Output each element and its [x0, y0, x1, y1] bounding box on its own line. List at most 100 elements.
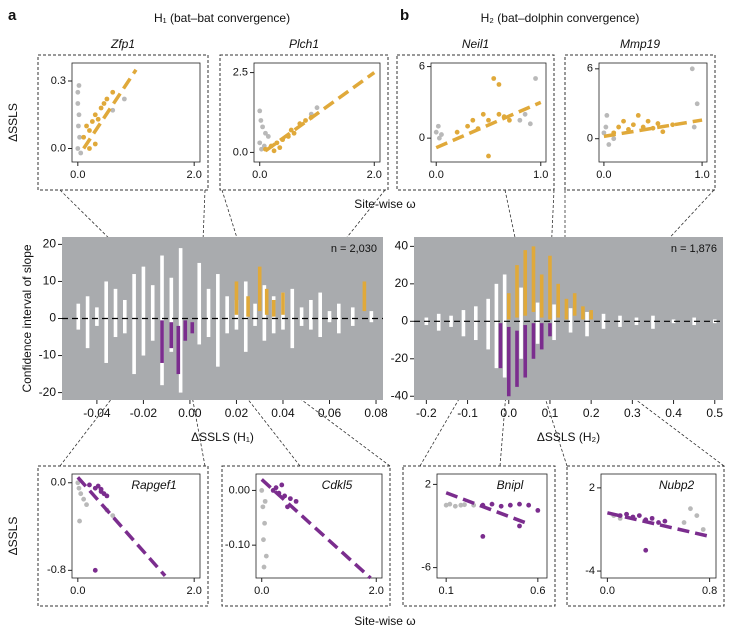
x-tick-label: 0.0 [596, 169, 611, 181]
point [527, 121, 533, 127]
point [261, 564, 267, 570]
fit-line [260, 478, 372, 580]
panel-frame [566, 465, 725, 607]
point [101, 101, 107, 106]
interval-bar [104, 281, 108, 363]
interval-bar [123, 299, 127, 334]
point [447, 501, 453, 507]
point [655, 121, 661, 126]
x-tick-label: 0.00 [178, 406, 202, 420]
point [662, 518, 668, 524]
point [76, 112, 82, 118]
point [601, 130, 607, 136]
interval-bar [309, 299, 313, 330]
point [507, 502, 513, 508]
point [84, 123, 89, 129]
chart-title: Cdkl5 [322, 478, 353, 492]
point [75, 89, 81, 95]
point [77, 134, 82, 140]
interval-bar [253, 303, 257, 326]
y-tick-label: 0.3 [51, 75, 66, 87]
y-tick-label: 0 [587, 133, 593, 145]
interval-bar [486, 298, 490, 350]
chart-title: Rapgef1 [131, 478, 176, 492]
point [110, 107, 116, 113]
point [261, 537, 266, 543]
plot-area [71, 473, 201, 579]
plot-area [430, 62, 547, 163]
y-tick-label: -6 [421, 562, 431, 574]
y-tick-label: -40 [391, 388, 409, 402]
interval-bar [150, 285, 155, 341]
interval-bar [581, 306, 585, 320]
annotation: n = 2,030 [331, 243, 377, 255]
y-tick-label: 40 [395, 239, 409, 253]
interval-bar [531, 323, 536, 359]
interval-bar [281, 292, 285, 315]
chart-title: Mmp19 [620, 37, 660, 51]
point [533, 76, 538, 81]
interval-bar [318, 292, 322, 338]
interval-bar [141, 266, 146, 356]
interval-bar [169, 277, 174, 352]
interval-bar [176, 325, 181, 375]
point [522, 111, 528, 117]
interval-bar [585, 311, 589, 337]
interval-bar [535, 302, 540, 344]
y-tick-label: 0.00 [229, 484, 250, 496]
point [303, 118, 308, 123]
point [496, 111, 502, 117]
y-tick-label: -0.8 [47, 564, 66, 576]
point [535, 508, 541, 513]
point [98, 105, 104, 111]
point [480, 111, 486, 117]
point [606, 142, 612, 147]
x-tick-label: 0.0 [254, 585, 269, 597]
point [110, 513, 116, 518]
x-tick-label: 0.02 [225, 406, 249, 420]
point [265, 134, 271, 139]
plot-background [414, 237, 723, 400]
point [121, 96, 127, 102]
y-tick-label: 2 [425, 478, 431, 490]
point [694, 101, 700, 107]
point [643, 547, 649, 553]
interval-bar [225, 296, 229, 334]
x-tick-label: -0.2 [416, 406, 437, 420]
point [92, 112, 98, 118]
point [260, 504, 266, 510]
point [274, 140, 280, 146]
y-tick-label: 0 [419, 132, 425, 144]
interval-bar [337, 303, 341, 334]
point [262, 520, 267, 526]
y-tick-label: 0 [49, 311, 56, 325]
point [78, 491, 84, 497]
point [257, 140, 263, 146]
y-tick-label: 0 [401, 313, 408, 327]
x-tick-label: 0.0 [500, 406, 517, 420]
point [95, 483, 101, 489]
point [681, 520, 687, 525]
point [259, 146, 264, 152]
interval-bar [132, 274, 136, 375]
x-tick-label: 0.0 [600, 585, 615, 597]
point [257, 108, 263, 114]
y-tick-label: 2 [589, 482, 595, 494]
point [277, 145, 283, 151]
x-axis-label: Site-wise ω [354, 197, 415, 211]
point [314, 105, 320, 111]
interval-bar [362, 281, 367, 312]
y-tick-label: 0.0 [51, 142, 66, 154]
point [293, 498, 299, 504]
point [75, 480, 81, 486]
x-axis-label: ΔSSLS (H₂) [537, 430, 600, 444]
point [462, 502, 467, 508]
interval-bar [506, 326, 511, 397]
x-tick-label: 2.0 [369, 585, 384, 597]
y-tick-label: -20 [39, 385, 57, 399]
fit-line [445, 491, 530, 526]
point [439, 132, 444, 137]
interval-bar [601, 313, 606, 329]
interval-bar [169, 322, 174, 349]
